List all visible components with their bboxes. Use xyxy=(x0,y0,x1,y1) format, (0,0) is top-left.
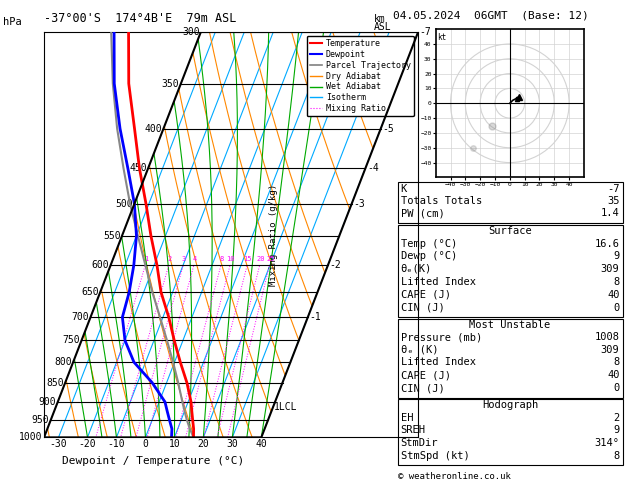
Text: kt: kt xyxy=(437,33,447,41)
Text: 16.6: 16.6 xyxy=(594,239,620,249)
Text: 314°: 314° xyxy=(594,438,620,448)
Text: -1: -1 xyxy=(309,312,321,322)
Text: 1.4: 1.4 xyxy=(601,208,620,219)
Text: -10: -10 xyxy=(108,439,125,449)
Text: 800: 800 xyxy=(54,357,72,367)
Text: 850: 850 xyxy=(46,378,64,388)
Text: km: km xyxy=(374,14,386,24)
Text: K: K xyxy=(401,184,407,194)
Text: 40: 40 xyxy=(255,439,267,449)
Text: 9: 9 xyxy=(613,425,620,435)
Text: PW (cm): PW (cm) xyxy=(401,208,445,219)
Text: -7: -7 xyxy=(607,184,620,194)
Text: 2: 2 xyxy=(167,257,172,262)
Text: 25: 25 xyxy=(266,257,274,262)
Text: -4: -4 xyxy=(367,163,379,173)
Text: -2: -2 xyxy=(330,260,341,270)
Text: 8: 8 xyxy=(613,451,620,461)
Text: -6: -6 xyxy=(399,79,411,88)
Text: -20: -20 xyxy=(79,439,96,449)
Text: Lifted Index: Lifted Index xyxy=(401,358,476,367)
Text: 750: 750 xyxy=(62,335,80,346)
Text: 20: 20 xyxy=(198,439,209,449)
Text: Dewp (°C): Dewp (°C) xyxy=(401,251,457,261)
Text: 15: 15 xyxy=(243,257,252,262)
Text: Totals Totals: Totals Totals xyxy=(401,196,482,206)
Text: 650: 650 xyxy=(81,287,99,297)
Text: 400: 400 xyxy=(145,123,162,134)
Text: © weatheronline.co.uk: © weatheronline.co.uk xyxy=(398,472,511,481)
Text: 550: 550 xyxy=(103,231,121,241)
Text: θₑ(K): θₑ(K) xyxy=(401,264,432,274)
Text: 309: 309 xyxy=(601,345,620,355)
Text: 8: 8 xyxy=(613,277,620,287)
Text: 04.05.2024  06GMT  (Base: 12): 04.05.2024 06GMT (Base: 12) xyxy=(393,11,589,21)
Legend: Temperature, Dewpoint, Parcel Trajectory, Dry Adiabat, Wet Adiabat, Isotherm, Mi: Temperature, Dewpoint, Parcel Trajectory… xyxy=(306,36,414,117)
Text: 4: 4 xyxy=(192,257,197,262)
Text: -7: -7 xyxy=(420,27,431,36)
Text: 35: 35 xyxy=(607,196,620,206)
Text: 2: 2 xyxy=(613,413,620,423)
Text: 900: 900 xyxy=(39,397,57,407)
Text: Pressure (mb): Pressure (mb) xyxy=(401,332,482,342)
Text: 500: 500 xyxy=(115,199,133,209)
Text: 350: 350 xyxy=(162,79,179,88)
Text: 1: 1 xyxy=(144,257,148,262)
Text: Mixing Ratio (g/kg): Mixing Ratio (g/kg) xyxy=(269,183,277,286)
Text: 450: 450 xyxy=(129,163,147,173)
Text: 40: 40 xyxy=(607,290,620,300)
Text: -5: -5 xyxy=(382,123,394,134)
Text: 10: 10 xyxy=(226,257,235,262)
Text: 3: 3 xyxy=(182,257,186,262)
Text: Most Unstable: Most Unstable xyxy=(469,320,551,330)
Text: StmSpd (kt): StmSpd (kt) xyxy=(401,451,469,461)
Text: 600: 600 xyxy=(92,260,109,270)
Text: 300: 300 xyxy=(182,27,199,36)
Text: StmDir: StmDir xyxy=(401,438,438,448)
Text: SREH: SREH xyxy=(401,425,426,435)
Text: 950: 950 xyxy=(31,415,49,425)
Text: CIN (J): CIN (J) xyxy=(401,383,445,393)
Text: CAPE (J): CAPE (J) xyxy=(401,370,450,381)
Text: 0: 0 xyxy=(613,302,620,312)
Text: CAPE (J): CAPE (J) xyxy=(401,290,450,300)
Text: Temp (°C): Temp (°C) xyxy=(401,239,457,249)
Text: 9: 9 xyxy=(613,251,620,261)
Text: 309: 309 xyxy=(601,264,620,274)
Text: 8: 8 xyxy=(220,257,224,262)
Text: Dewpoint / Temperature (°C): Dewpoint / Temperature (°C) xyxy=(62,456,244,466)
Text: 1LCL: 1LCL xyxy=(274,402,298,413)
Text: 1000: 1000 xyxy=(19,433,43,442)
Text: -3: -3 xyxy=(353,199,365,209)
Text: Surface: Surface xyxy=(488,226,532,236)
Text: hPa: hPa xyxy=(3,17,22,27)
Text: 8: 8 xyxy=(613,358,620,367)
Text: CIN (J): CIN (J) xyxy=(401,302,445,312)
Text: 40: 40 xyxy=(607,370,620,381)
Text: 1008: 1008 xyxy=(594,332,620,342)
Text: Hodograph: Hodograph xyxy=(482,400,538,411)
Text: θₑ (K): θₑ (K) xyxy=(401,345,438,355)
Text: 20: 20 xyxy=(256,257,265,262)
Text: -37°00'S  174°4B'E  79m ASL: -37°00'S 174°4B'E 79m ASL xyxy=(44,12,237,25)
Text: 700: 700 xyxy=(72,312,89,322)
Text: Lifted Index: Lifted Index xyxy=(401,277,476,287)
Text: ASL: ASL xyxy=(374,22,392,32)
Text: 30: 30 xyxy=(226,439,238,449)
Text: 0: 0 xyxy=(613,383,620,393)
Text: 0: 0 xyxy=(143,439,148,449)
Text: 10: 10 xyxy=(169,439,181,449)
Text: EH: EH xyxy=(401,413,413,423)
Text: -30: -30 xyxy=(50,439,67,449)
